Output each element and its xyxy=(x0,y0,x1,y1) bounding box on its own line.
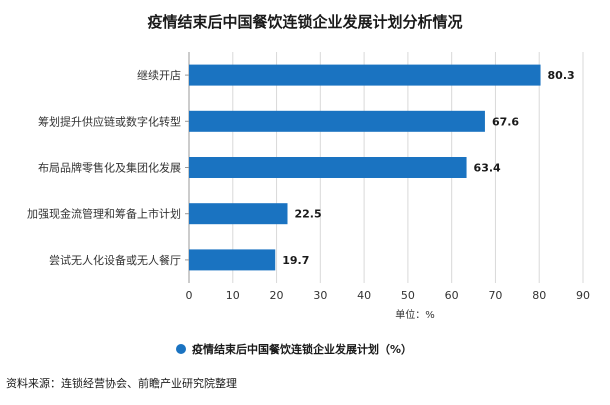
bar xyxy=(189,64,541,86)
bar xyxy=(189,157,467,178)
value-label: 19.7 xyxy=(282,254,309,267)
bar xyxy=(189,249,276,271)
x-tick-labels: 0 10 20 30 40 50 60 70 80 90 xyxy=(186,289,591,302)
bars xyxy=(185,64,541,271)
category-labels: 继续开店筹划提升供应链或数字化转型布局品牌零售化及集团化发展加强现金流管理和筹备… xyxy=(27,68,181,267)
x-tick-label: 20 xyxy=(270,289,284,302)
legend-marker xyxy=(176,344,186,354)
chart-title: 疫情结束后中国餐饮连锁企业发展计划分析情况 xyxy=(147,13,462,31)
category-label: 布局品牌零售化及集团化发展 xyxy=(38,161,181,175)
x-tick-label: 0 xyxy=(186,289,193,302)
x-tick-label: 50 xyxy=(401,289,415,302)
bar xyxy=(189,203,288,225)
category-label: 继续开店 xyxy=(137,68,181,82)
x-tick-label: 80 xyxy=(532,289,546,302)
x-axis-unit-label: 单位：% xyxy=(395,308,435,321)
legend: 疫情结束后中国餐饮连锁企业发展计划（%） xyxy=(176,342,412,356)
x-tick-label: 90 xyxy=(576,289,590,302)
x-tick-label: 30 xyxy=(313,289,327,302)
legend-label: 疫情结束后中国餐饮连锁企业发展计划（%） xyxy=(192,342,412,356)
bar xyxy=(189,110,485,132)
value-label: 63.4 xyxy=(474,162,501,175)
source-note: 资料来源：连锁经营协会、前瞻产业研究院整理 xyxy=(6,376,237,390)
x-tick-label: 40 xyxy=(357,289,371,302)
category-label: 加强现金流管理和筹备上市计划 xyxy=(27,207,181,221)
value-label: 22.5 xyxy=(295,208,322,221)
value-label: 80.3 xyxy=(548,69,575,82)
value-label: 67.6 xyxy=(492,115,519,128)
value-labels: 80.3 67.6 63.4 22.5 19.7 xyxy=(282,69,574,267)
category-label: 尝试无人化设备或无人餐厅 xyxy=(49,253,181,267)
x-tick-label: 60 xyxy=(445,289,459,302)
x-tick-label: 70 xyxy=(488,289,502,302)
x-tick-label: 10 xyxy=(226,289,240,302)
category-label: 筹划提升供应链或数字化转型 xyxy=(38,114,181,128)
